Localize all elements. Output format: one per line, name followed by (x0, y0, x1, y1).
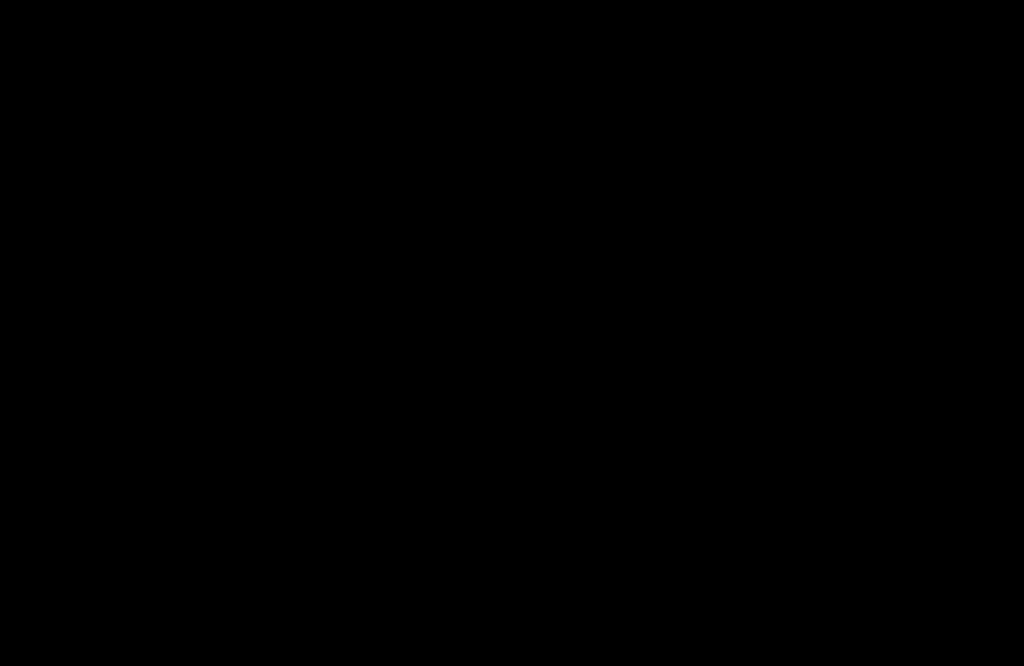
bubble-chart: 80100120140160Esomar AB státuszúak affin… (0, 0, 1024, 666)
chart-svg: 80100120140160Esomar AB státuszúak affin… (0, 0, 1024, 666)
